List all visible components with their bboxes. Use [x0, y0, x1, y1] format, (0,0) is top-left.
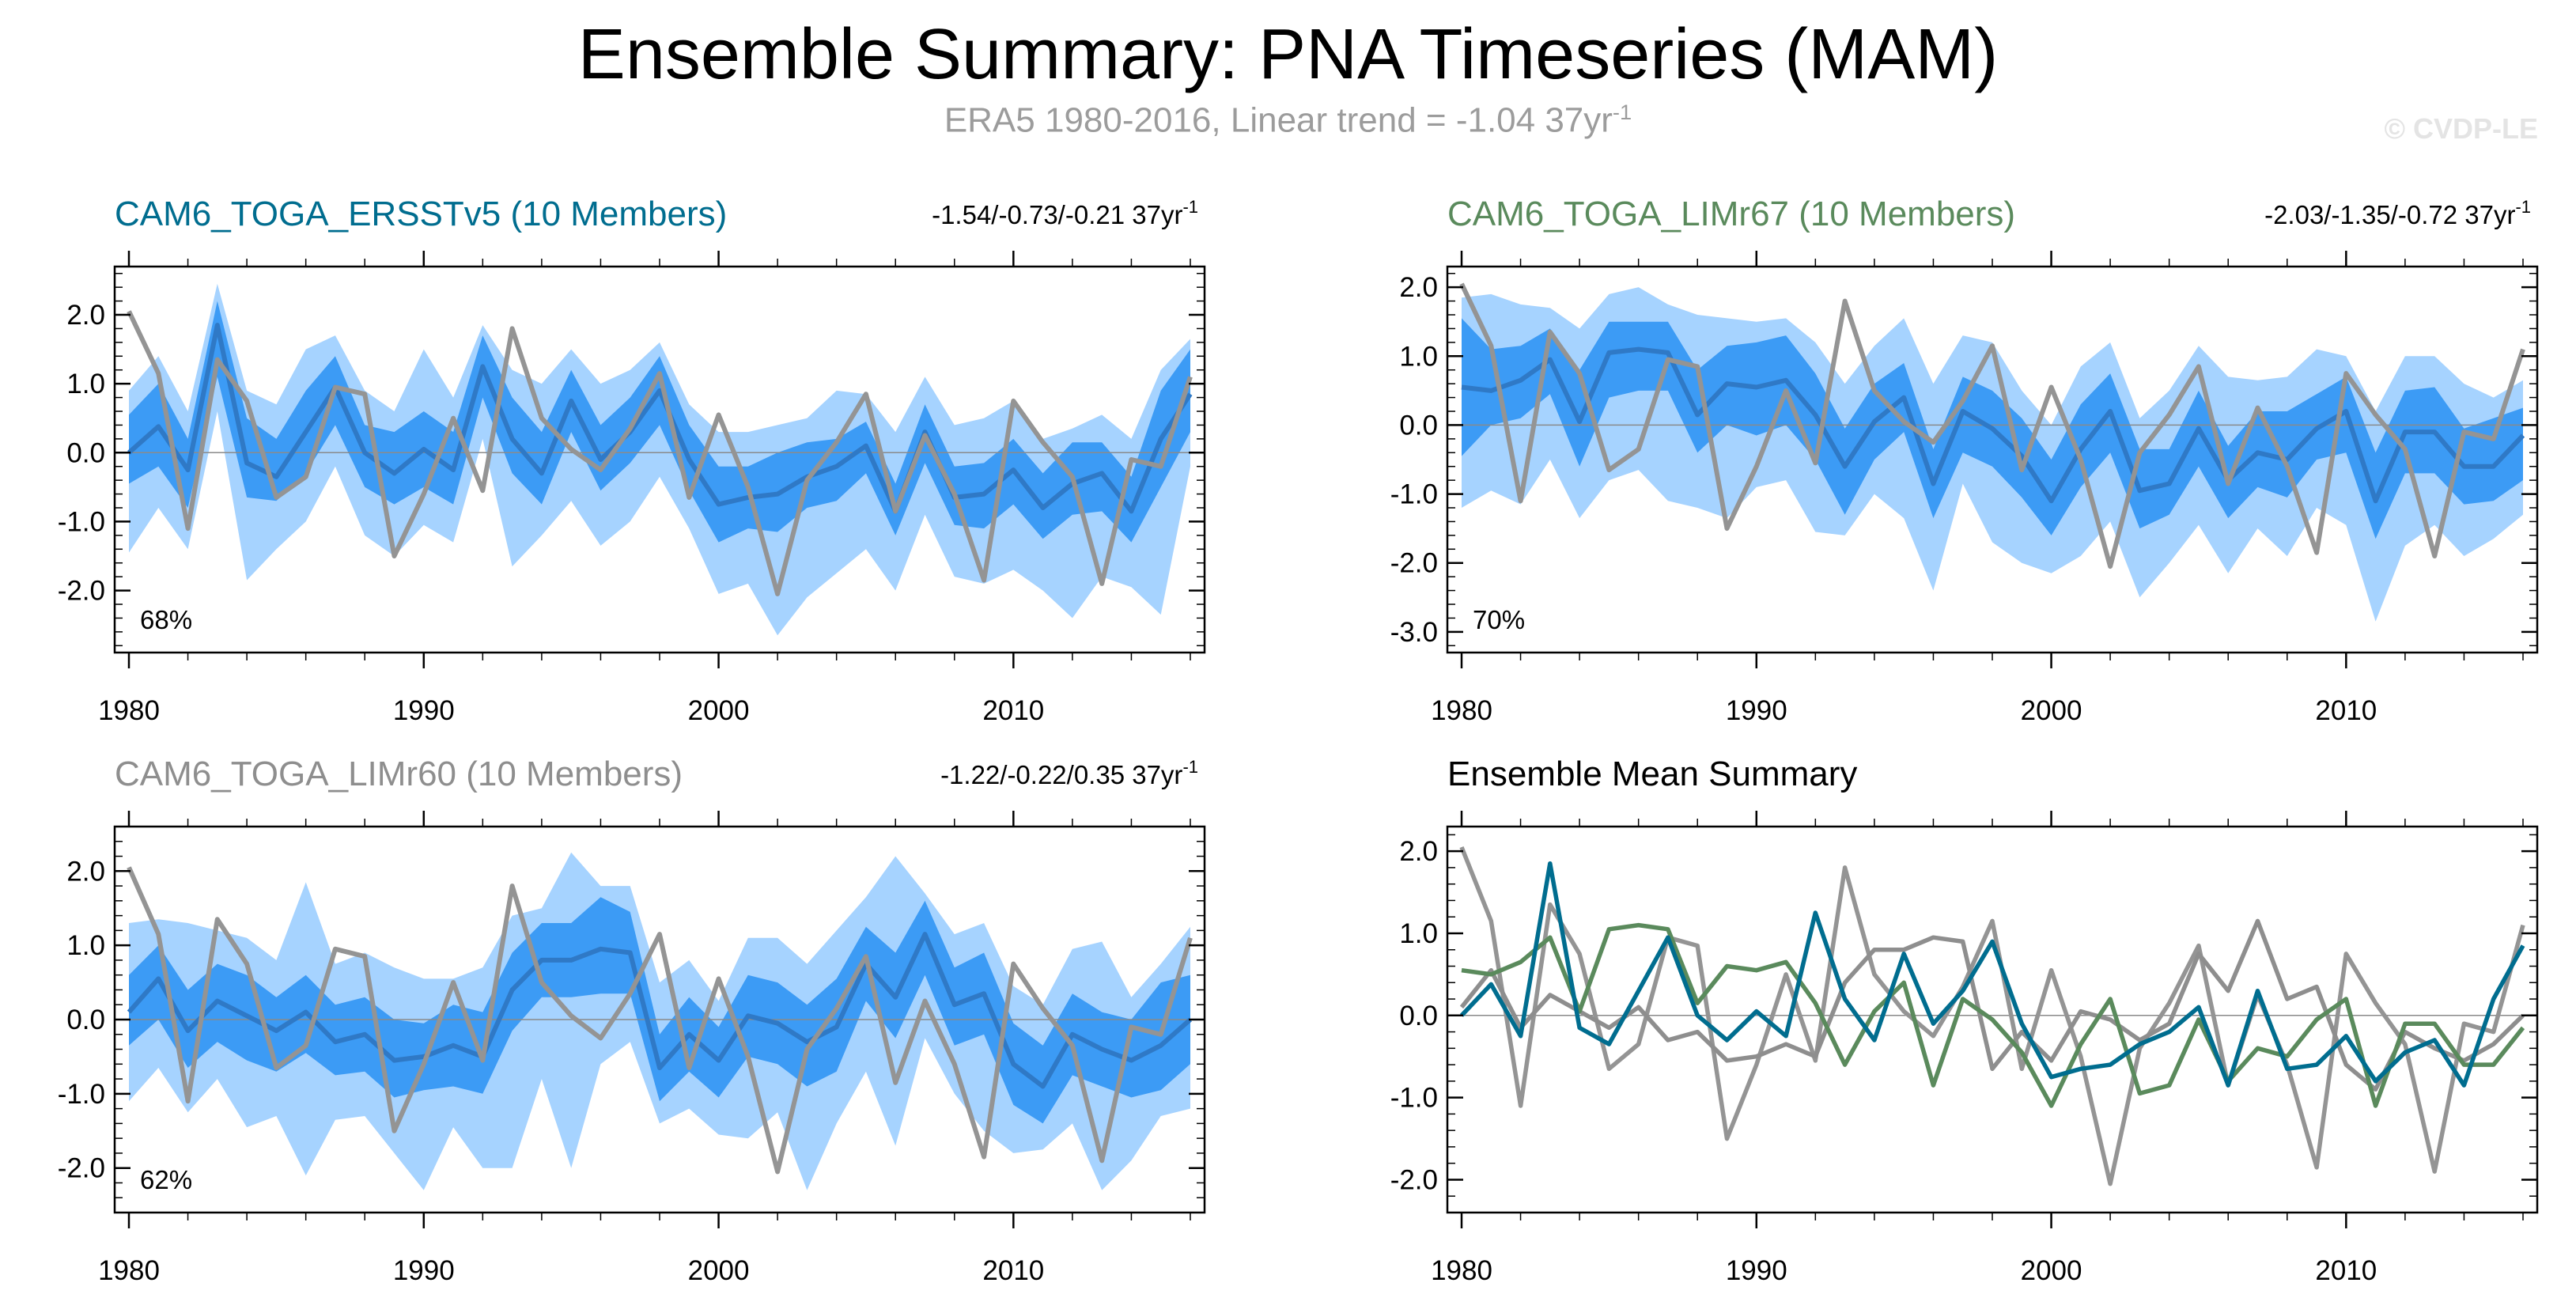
- x-tick-label: 2010: [982, 1255, 1044, 1286]
- y-tick-label: 2.0: [66, 300, 105, 331]
- trend-exponent: -1: [2515, 197, 2531, 217]
- y-tick-label: -3.0: [1390, 617, 1438, 648]
- y-tick-label: 1.0: [1399, 918, 1438, 949]
- subtitle-exponent: -1: [1612, 100, 1632, 124]
- observed-era5-line: [127, 866, 1193, 1175]
- y-tick-label: -1.0: [58, 1079, 105, 1110]
- x-tick-label: 2010: [2315, 695, 2377, 726]
- plot-area: [115, 852, 1205, 1190]
- percent-label: 70%: [1473, 605, 1525, 634]
- trend-exponent: -1: [1182, 197, 1198, 217]
- trend-label: -1.22/-0.22/0.35 37yr-1: [940, 757, 1198, 789]
- y-tick-label: -1.0: [58, 506, 105, 537]
- panel-title: CAM6_TOGA_LIMr60 (10 Members): [115, 755, 683, 793]
- panel-title: CAM6_TOGA_LIMr67 (10 Members): [1447, 195, 2015, 233]
- x-tick-label: 1990: [393, 1255, 455, 1286]
- observed-era5-line: [1459, 282, 2525, 569]
- y-tick-label: -2.0: [58, 576, 105, 607]
- inner-spread-band: [129, 897, 1190, 1124]
- series-line-cam6-toga-limr67: [1461, 922, 2525, 1108]
- x-tick-label: 2000: [688, 1255, 750, 1286]
- panel-title: CAM6_TOGA_ERSSTv5 (10 Members): [115, 195, 727, 233]
- series-line-era5: [1459, 846, 2525, 1186]
- x-tick-label: 1980: [1431, 1255, 1492, 1286]
- y-tick-label: 0.0: [66, 1005, 105, 1035]
- ensemble-mean-line: [127, 932, 1192, 1089]
- page-subtitle: ERA5 1980-2016, Linear trend = -1.04 37y…: [0, 100, 2576, 141]
- series-line-cam6-toga-ersstv5: [1460, 861, 2525, 1088]
- chart-panel-limr67: -3.0 -2.0 -1.0 0.0 1.0 2.0 1980 1990 2000 2010 CAM…: [1390, 195, 2539, 726]
- percent-label: 68%: [140, 605, 192, 634]
- x-tick-label: 2000: [2021, 695, 2082, 726]
- trend-exponent: -1: [1182, 757, 1198, 777]
- y-tick-label: 0.0: [1399, 410, 1438, 441]
- observed-era5-line: [127, 310, 1193, 596]
- chart-panel-summary: -2.0 -1.0 0.0 1.0 2.0 1980 1990 2000 2010 Ensembl…: [1390, 755, 2539, 1286]
- subtitle-text: ERA5 1980-2016, Linear trend = -1.04 37y…: [944, 100, 1613, 140]
- trend-value: -2.03/-1.35/-0.72 37yr: [2264, 200, 2515, 229]
- chart-panel-limr60: -2.0 -1.0 0.0 1.0 2.0 1980 1990 2000 2010 CAM6_TO…: [58, 755, 1206, 1286]
- y-tick-label: 2.0: [1399, 272, 1438, 303]
- x-tick-label: 2000: [688, 695, 750, 726]
- ensemble-mean-line: [127, 323, 1193, 514]
- panel-title: Ensemble Mean Summary: [1447, 755, 1857, 793]
- inner-spread-band: [129, 301, 1190, 543]
- percent-label: 62%: [140, 1165, 192, 1194]
- ensemble-mean-line: [1461, 346, 2525, 504]
- y-tick-label: 0.0: [66, 437, 105, 468]
- x-tick-label: 1980: [98, 695, 160, 726]
- x-tick-label: 2010: [2315, 1255, 2377, 1286]
- page-title: Ensemble Summary: PNA Timeseries (MAM): [577, 15, 1999, 94]
- y-tick-label: -2.0: [1390, 1164, 1438, 1195]
- y-tick-label: 2.0: [1399, 836, 1438, 867]
- x-tick-label: 1980: [98, 1255, 160, 1286]
- trend-value: -1.54/-0.73/-0.21 37yr: [932, 200, 1182, 229]
- plot-area: [1447, 846, 2537, 1186]
- x-tick-label: 2000: [2021, 1255, 2082, 1286]
- y-tick-label: -1.0: [1390, 479, 1438, 510]
- y-tick-label: 0.0: [1399, 1001, 1438, 1031]
- series-line-cam6-toga-limr60: [1459, 918, 2525, 1092]
- y-tick-label: -1.0: [1390, 1083, 1438, 1114]
- x-tick-label: 1990: [393, 695, 455, 726]
- plot-area: [1447, 282, 2537, 622]
- y-tick-label: 2.0: [66, 856, 105, 887]
- x-tick-label: 2010: [982, 695, 1044, 726]
- trend-value: -1.22/-0.22/0.35 37yr: [940, 760, 1182, 789]
- trend-label: -2.03/-1.35/-0.72 37yr-1: [2264, 197, 2531, 229]
- plot-area: [115, 283, 1205, 636]
- y-tick-label: 1.0: [1399, 341, 1438, 372]
- trend-label: -1.54/-0.73/-0.21 37yr-1: [932, 197, 1198, 229]
- credit-watermark: © CVDP-LE: [2384, 112, 2538, 145]
- y-tick-label: 1.0: [66, 930, 105, 961]
- y-tick-label: -2.0: [1390, 548, 1438, 579]
- x-tick-label: 1990: [1726, 1255, 1787, 1286]
- y-tick-label: 1.0: [66, 369, 105, 399]
- x-tick-label: 1990: [1726, 695, 1787, 726]
- x-tick-label: 1980: [1431, 695, 1492, 726]
- y-tick-label: -2.0: [58, 1153, 105, 1184]
- chart-panel-ersst: -2.0 -1.0 0.0 1.0 2.0 1980 1990 2000 2010 CAM6_TO…: [58, 195, 1206, 726]
